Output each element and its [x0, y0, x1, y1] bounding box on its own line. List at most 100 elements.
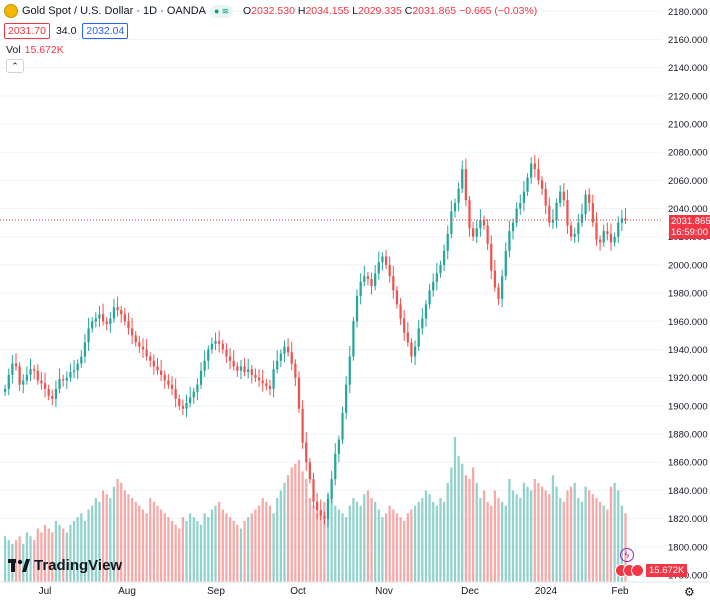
- candle-body[interactable]: [221, 343, 224, 350]
- candle-body[interactable]: [472, 228, 475, 237]
- candle-body[interactable]: [120, 310, 123, 315]
- candle-body[interactable]: [33, 369, 36, 371]
- candle-body[interactable]: [305, 442, 308, 463]
- candle-body[interactable]: [54, 388, 58, 399]
- candle-body[interactable]: [290, 352, 293, 364]
- candle-body[interactable]: [388, 264, 391, 277]
- candle-body[interactable]: [163, 374, 166, 381]
- candle-body[interactable]: [602, 231, 605, 243]
- candle-body[interactable]: [138, 342, 141, 347]
- candle-body[interactable]: [43, 383, 47, 389]
- candle-body[interactable]: [76, 363, 79, 371]
- candle-body[interactable]: [624, 218, 627, 220]
- candle-body[interactable]: [501, 276, 504, 299]
- candle-body[interactable]: [381, 256, 384, 263]
- tradingview-logo[interactable]: TradingView: [8, 557, 122, 574]
- candle-body[interactable]: [14, 363, 18, 367]
- candle-body[interactable]: [239, 366, 243, 371]
- candle-body[interactable]: [294, 363, 297, 378]
- candle-body[interactable]: [548, 205, 551, 223]
- candle-body[interactable]: [410, 342, 413, 357]
- candle-body[interactable]: [174, 388, 177, 399]
- candle-body[interactable]: [435, 273, 438, 282]
- buy-button[interactable]: 2032.04: [82, 23, 129, 39]
- candle-body[interactable]: [123, 314, 126, 322]
- candle-body[interactable]: [51, 395, 54, 399]
- candle-body[interactable]: [348, 356, 351, 385]
- candle-body[interactable]: [170, 384, 174, 389]
- candle-body[interactable]: [508, 231, 511, 251]
- candle-body[interactable]: [316, 501, 319, 511]
- candle-body[interactable]: [181, 405, 185, 409]
- candle-body[interactable]: [232, 360, 235, 367]
- symbol-title[interactable]: Gold Spot / U.S. Dollar · 1D · OANDA: [22, 5, 206, 17]
- candle-body[interactable]: [192, 391, 195, 398]
- candle-body[interactable]: [254, 374, 257, 378]
- candle-body[interactable]: [297, 377, 301, 409]
- candle-body[interactable]: [149, 356, 152, 361]
- candle-body[interactable]: [450, 211, 453, 234]
- candle-body[interactable]: [482, 219, 486, 226]
- candle-body[interactable]: [334, 453, 337, 480]
- candle-body[interactable]: [189, 397, 192, 404]
- candle-body[interactable]: [22, 380, 25, 385]
- candle-body[interactable]: [355, 295, 359, 322]
- candle-body[interactable]: [475, 228, 478, 237]
- candle-body[interactable]: [366, 276, 370, 280]
- candle-body[interactable]: [406, 332, 409, 343]
- candle-body[interactable]: [69, 372, 72, 378]
- candle-body[interactable]: [319, 510, 322, 516]
- candle-body[interactable]: [207, 349, 210, 361]
- candle-body[interactable]: [276, 360, 279, 370]
- candle-body[interactable]: [417, 328, 420, 347]
- candle-body[interactable]: [127, 321, 130, 329]
- candle-body[interactable]: [530, 163, 533, 178]
- market-status-pill[interactable]: ● ≋: [210, 4, 233, 18]
- candle-body[interactable]: [374, 273, 377, 287]
- candle-body[interactable]: [178, 398, 181, 406]
- candle-body[interactable]: [185, 403, 188, 409]
- candle-body[interactable]: [210, 343, 214, 350]
- candle-body[interactable]: [261, 380, 264, 384]
- candle-body[interactable]: [395, 290, 399, 305]
- candle-body[interactable]: [609, 233, 613, 243]
- candle-body[interactable]: [196, 384, 199, 392]
- volume-label[interactable]: Vol: [6, 44, 21, 56]
- candle-body[interactable]: [243, 366, 246, 373]
- candle-body[interactable]: [341, 412, 344, 440]
- candle-body[interactable]: [384, 256, 388, 265]
- collapse-legend-button[interactable]: ⌃: [6, 59, 24, 73]
- candle-body[interactable]: [29, 369, 32, 375]
- candle-body[interactable]: [446, 233, 449, 251]
- candle-body[interactable]: [80, 356, 83, 364]
- candle-body[interactable]: [551, 219, 555, 223]
- candle-body[interactable]: [591, 202, 594, 223]
- candle-body[interactable]: [167, 380, 170, 385]
- candle-body[interactable]: [515, 208, 518, 223]
- candle-body[interactable]: [562, 191, 565, 201]
- candle-body[interactable]: [493, 270, 497, 288]
- candle-body[interactable]: [308, 462, 311, 480]
- candle-body[interactable]: [540, 180, 544, 189]
- candle-body[interactable]: [203, 360, 206, 371]
- candle-body[interactable]: [109, 318, 112, 325]
- candle-body[interactable]: [468, 200, 471, 229]
- economic-events-icon[interactable]: [615, 564, 644, 577]
- candle-body[interactable]: [613, 236, 616, 243]
- candle-body[interactable]: [36, 370, 39, 381]
- candle-body[interactable]: [101, 314, 105, 322]
- candle-body[interactable]: [337, 439, 341, 454]
- candle-body[interactable]: [130, 328, 134, 336]
- candle-body[interactable]: [18, 366, 21, 385]
- sell-button[interactable]: 2031.70: [4, 23, 50, 39]
- candle-body[interactable]: [424, 304, 428, 319]
- candle-body[interactable]: [620, 218, 623, 223]
- candle-body[interactable]: [214, 341, 217, 344]
- candle-body[interactable]: [116, 307, 119, 311]
- settings-gear-icon[interactable]: ⚙: [684, 585, 695, 599]
- candle-body[interactable]: [247, 369, 250, 373]
- candle-body[interactable]: [83, 342, 87, 357]
- candle-body[interactable]: [595, 222, 598, 240]
- candle-body[interactable]: [577, 222, 580, 234]
